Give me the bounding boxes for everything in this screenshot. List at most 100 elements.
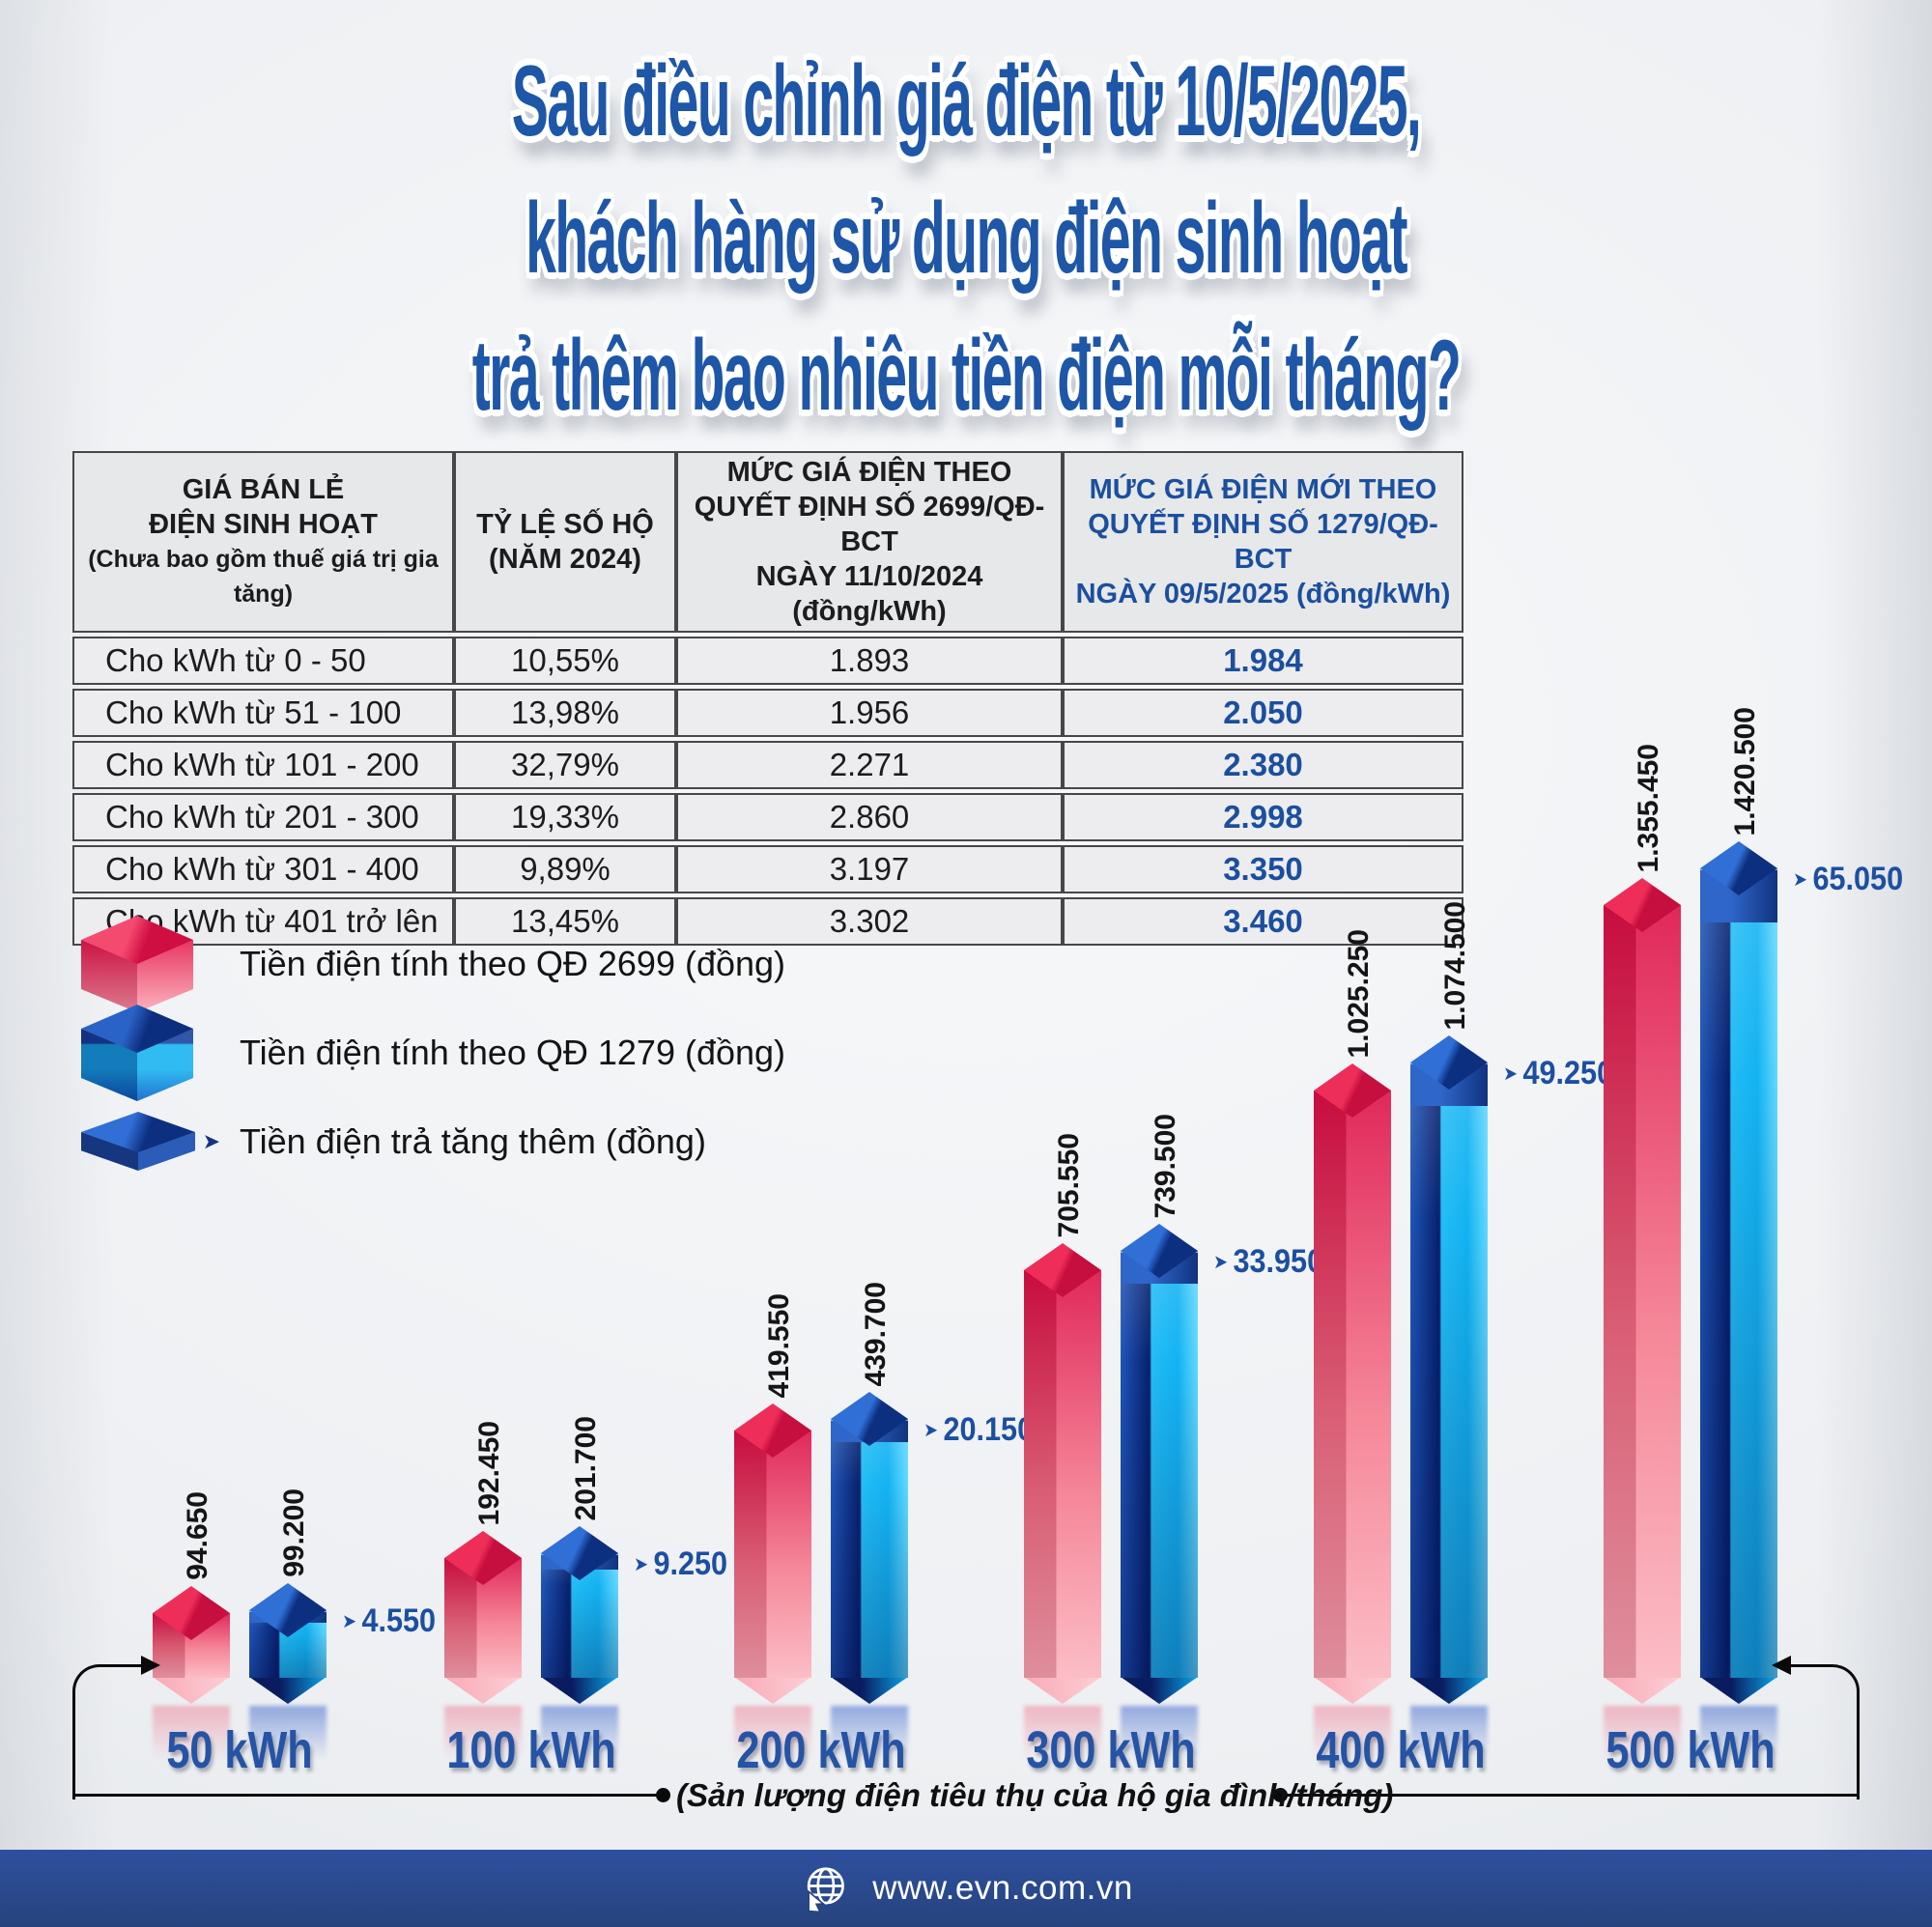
legend-icon-wrap — [81, 916, 207, 1012]
bar-value-label: 419.550 — [763, 1292, 795, 1398]
bar-reflection — [1314, 1706, 1391, 1760]
bracket-right-arrow-icon — [1772, 1656, 1791, 1675]
bar-bottom-tip — [1700, 1677, 1777, 1704]
bracket-right — [1772, 1656, 1860, 1799]
bar-value-label: 192.450 — [473, 1420, 505, 1525]
title-line-2: khách hàng sử dụng điện sinh hoạt — [526, 183, 1407, 295]
bar-bottom-tip — [1410, 1677, 1488, 1704]
bar-bottom-tip — [153, 1677, 230, 1704]
bar-value-label: 705.550 — [1053, 1132, 1085, 1237]
bar-front-face — [734, 1431, 811, 1678]
bracket-left — [72, 1656, 160, 1799]
footer-bar: www.evn.com.vn — [0, 1850, 1932, 1927]
bar-bottom-tip — [1024, 1677, 1101, 1704]
table-header-household-ratio: TỶ LỆ SỐ HỘ (NĂM 2024) — [454, 451, 676, 633]
table-row: Cho kWh từ 51 - 100 13,98% 1.956 2.050 — [72, 689, 1463, 737]
bracket-left-arrow-icon — [141, 1656, 160, 1675]
table-cell: Cho kWh từ 101 - 200 — [72, 741, 454, 789]
legend-label: Tiền điện trả tăng thêm (đồng) — [240, 1121, 706, 1161]
table-row: Cho kWh từ 401 trở lên 13,45% 3.302 3.460 — [72, 897, 1463, 946]
bar-value-label: 99.200 — [278, 1488, 310, 1577]
footer-url: www.evn.com.vn — [872, 1869, 1133, 1907]
bar-reflection — [249, 1706, 327, 1760]
bar-bottom-tip — [831, 1677, 908, 1704]
table-header-row: GIÁ BÁN LẺ ĐIỆN SINH HOẠT (Chưa bao gồm … — [72, 451, 1463, 633]
bar-front-face — [831, 1419, 908, 1678]
table-cell: 1.956 — [676, 689, 1063, 737]
bar-front-face — [1700, 868, 1777, 1678]
increase-arrow-icon: ➤ — [923, 1420, 939, 1441]
table-cell: Cho kWh từ 301 - 400 — [72, 845, 454, 893]
bar-reflection — [1024, 1706, 1101, 1760]
legend-arrow-icon: ➤ — [202, 1129, 220, 1153]
increase-label: ➤ 20.150 — [923, 1411, 1035, 1448]
legend-icon-wrap: ➤ — [81, 1112, 220, 1172]
blue-cube-icon — [81, 1005, 193, 1101]
bar-reflection — [444, 1706, 522, 1760]
table-cell: 2.998 — [1063, 793, 1463, 841]
title-line-3: trả thêm bao nhiêu tiền điện mỗi tháng? — [471, 320, 1462, 432]
legend-item-qd2699: Tiền điện tính theo QĐ 2699 (đồng) — [81, 916, 786, 1012]
table-cell: 3.197 — [676, 845, 1063, 893]
legend-label: Tiền điện tính theo QĐ 1279 (đồng) — [240, 1033, 786, 1072]
globe-icon — [807, 1867, 845, 1913]
legend-item-increase: ➤ Tiền điện trả tăng thêm (đồng) — [81, 1097, 785, 1186]
bar-reflection — [734, 1706, 811, 1760]
bar-front-face — [1604, 905, 1681, 1678]
table-cell: 9,89% — [454, 845, 676, 893]
caption-line-right — [1273, 1788, 1857, 1802]
caption-dot-left — [656, 1788, 670, 1802]
bar-front-face — [1024, 1270, 1101, 1678]
axis-caption: (Sản lượng điện tiêu thụ của hộ gia đình… — [676, 1777, 1394, 1813]
table-cell: 13,98% — [454, 689, 676, 737]
title-line-1: Sau điều chỉnh giá điện từ 10/5/2025, — [511, 45, 1422, 157]
table-cell: 2.380 — [1063, 741, 1463, 789]
bar-bottom-tip — [1604, 1677, 1681, 1704]
bar-value-label: 1.074.500 — [1439, 900, 1471, 1030]
table-cell: 32,79% — [454, 741, 676, 789]
increase-arrow-icon: ➤ — [342, 1611, 357, 1632]
page-title: Sau điều chỉnh giá điện từ 10/5/2025, kh… — [435, 33, 1497, 444]
bar-bottom-tip — [541, 1677, 618, 1704]
table-cell: 3.460 — [1063, 897, 1463, 946]
bar-front-face — [1121, 1251, 1198, 1678]
caption-line-left — [75, 1788, 670, 1802]
legend-label: Tiền điện tính theo QĐ 2699 (đồng) — [240, 944, 786, 983]
table-cell: 10,55% — [454, 637, 676, 685]
table-header-new-price: MỨC GIÁ ĐIỆN MỚI THEO QUYẾT ĐỊNH SỐ 1279… — [1063, 451, 1463, 633]
legend-item-qd1279: Tiền điện tính theo QĐ 1279 (đồng) — [81, 1005, 786, 1101]
x-axis-label: 50 kWh — [166, 1721, 313, 1779]
pricing-table: GIÁ BÁN LẺ ĐIỆN SINH HOẠT (Chưa bao gồm … — [72, 447, 1463, 949]
table-cell: Cho kWh từ 0 - 50 — [72, 637, 454, 685]
increase-label: ➤ 9.250 — [634, 1545, 728, 1582]
x-axis-label: 100 kWh — [446, 1721, 616, 1779]
increase-label: ➤ 49.250 — [1503, 1055, 1614, 1091]
navy-slab-icon: ➤ — [81, 1112, 220, 1172]
increase-arrow-icon: ➤ — [1213, 1252, 1229, 1273]
bar-bottom-tip — [444, 1677, 522, 1704]
x-axis-label: 200 kWh — [736, 1721, 906, 1779]
table-row: Cho kWh từ 201 - 300 19,33% 2.860 2.998 — [72, 793, 1463, 841]
x-axis-label: 500 kWh — [1605, 1721, 1776, 1779]
table-cell: 2.271 — [676, 741, 1063, 789]
increase-label: ➤ 33.950 — [1213, 1243, 1324, 1280]
increase-arrow-icon: ➤ — [1503, 1063, 1519, 1085]
table-cell: 3.350 — [1063, 845, 1463, 893]
table-cell: 1.984 — [1063, 637, 1463, 685]
table-header-old-price: MỨC GIÁ ĐIỆN THEO QUYẾT ĐỊNH SỐ 2699/QĐ-… — [676, 451, 1063, 633]
bar-value-label: 1.355.450 — [1633, 743, 1664, 872]
table-cell: 2.860 — [676, 793, 1063, 841]
bar-reflection — [1700, 1706, 1777, 1760]
bar-value-label: 94.650 — [182, 1491, 213, 1580]
table-cell: Cho kWh từ 51 - 100 — [72, 689, 454, 737]
bar-reflection — [1410, 1706, 1488, 1760]
bar-reflection — [153, 1706, 230, 1760]
bar-value-label: 739.500 — [1150, 1113, 1181, 1218]
table-row: Cho kWh từ 301 - 400 9,89% 3.197 3.350 — [72, 845, 1463, 893]
bar-bottom-tip — [1314, 1677, 1391, 1704]
table-row: Cho kWh từ 101 - 200 32,79% 2.271 2.380 — [72, 741, 1463, 789]
increase-arrow-icon: ➤ — [634, 1554, 649, 1575]
bar-reflection — [831, 1706, 908, 1760]
table-cell: 19,33% — [454, 793, 676, 841]
